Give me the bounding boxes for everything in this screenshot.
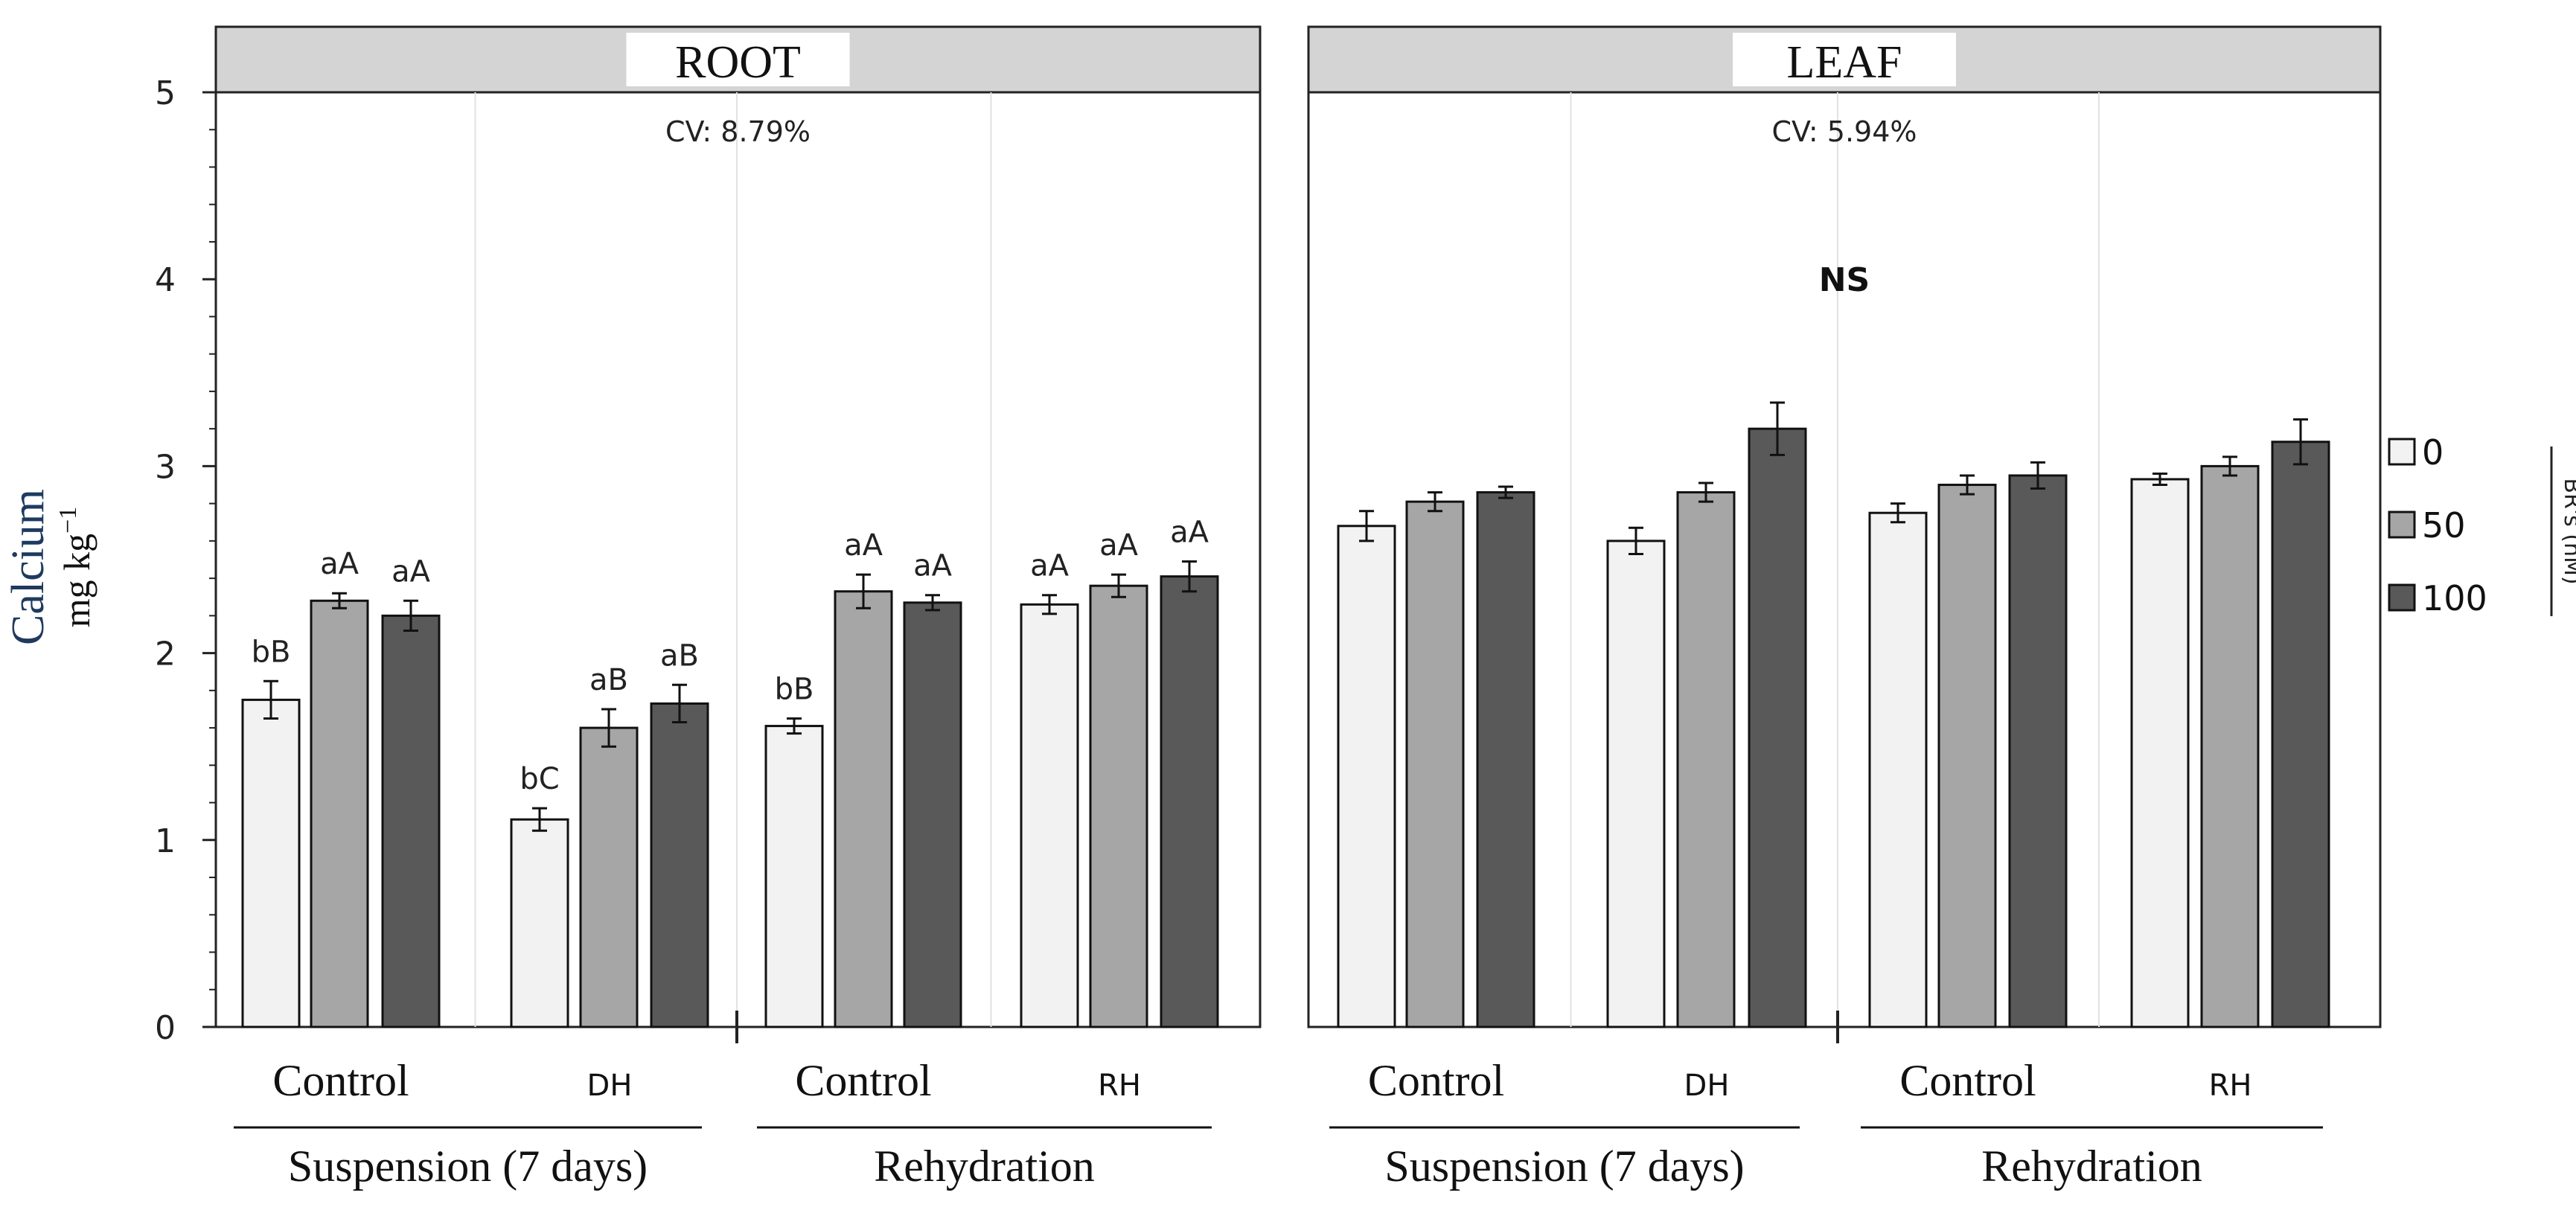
bar [1748, 427, 1807, 1028]
bar [2200, 464, 2260, 1028]
legend-item-label: 50 [2422, 505, 2466, 545]
bar [1868, 511, 1928, 1028]
plot-frame [1307, 91, 2382, 1028]
panel-title: ROOT [675, 37, 801, 88]
legend-title: BR's (nM) [2559, 478, 2576, 584]
panel-title-box [626, 33, 850, 86]
bar [2271, 441, 2330, 1028]
group-label: Control [272, 1056, 409, 1105]
panel-leaf: LEAF CV: 5.94% NS Control DH Control RH Suspens… [1307, 25, 2382, 1191]
significance-label: bB [252, 635, 291, 669]
legend-swatch [2388, 438, 2416, 466]
panel-root: ROOT CV: 8.79% bB bC bB aA aA aB aA aA aA aB aA aA Con… [214, 25, 1262, 1191]
significance-label: aA [1170, 516, 1209, 550]
group-label: Control [1899, 1056, 2036, 1105]
cv-label: CV: 8.79% [665, 115, 811, 148]
cv-label: CV: 5.94% [1771, 115, 1917, 148]
legend-swatch [2388, 583, 2416, 612]
legend-item-label: 0 [2422, 432, 2444, 473]
bar [1020, 603, 1079, 1028]
chart-panels: ROOT CV: 8.79% bB bC bB aA aA aB aA aA aA aB aA aA Con… [214, 25, 2382, 1191]
y-axis-unit: mg kg−1 [54, 507, 98, 628]
bar [1405, 500, 1465, 1028]
group-label: Control [795, 1056, 931, 1105]
panel-title: LEAF [1787, 37, 1902, 88]
significance-label: aA [391, 554, 431, 589]
legend-item-label: 100 [2422, 578, 2487, 618]
bar [903, 601, 962, 1028]
y-tick-label: 3 [155, 448, 176, 486]
ns-label: NS [1819, 261, 1870, 299]
significance-label: aA [1099, 528, 1139, 563]
bar [381, 614, 441, 1028]
significance-label: bC [520, 762, 559, 796]
y-axis: 0 1 2 3 4 5 [155, 74, 217, 1047]
bar [1476, 491, 1535, 1028]
supergroup-label: Suspension (7 days) [288, 1142, 648, 1191]
bar [1937, 484, 1997, 1028]
significance-label: aB [660, 638, 699, 673]
y-axis-unit-base: mg kg [56, 534, 98, 627]
bar [834, 590, 893, 1028]
bar [1676, 491, 1736, 1028]
bar [241, 698, 301, 1028]
bar [764, 725, 824, 1028]
significance-label: aA [320, 547, 359, 581]
supergroup-label: Suspension (7 days) [1384, 1142, 1744, 1191]
y-tick-label: 1 [155, 822, 176, 860]
y-tick-label: 2 [155, 636, 176, 673]
group-label: Control [1368, 1056, 1504, 1105]
bar [2130, 478, 2190, 1028]
y-axis-title-group: Calcium mg kg−1 [3, 489, 98, 645]
y-axis-label: Calcium [3, 489, 54, 645]
significance-label: aB [589, 663, 628, 697]
bar [1160, 575, 1219, 1028]
group-label: DH [1684, 1069, 1730, 1103]
bar [310, 599, 369, 1028]
bar [650, 702, 709, 1028]
supergroup-label: Rehydration [874, 1142, 1095, 1191]
bar [1089, 584, 1148, 1028]
legend-swatch [2388, 511, 2416, 539]
bar [579, 726, 639, 1028]
group-label: RH [2209, 1069, 2252, 1103]
significance-label: aA [844, 528, 883, 563]
significance-label: aA [913, 549, 953, 583]
legend: 0 50 100 BR's (nM) [2388, 432, 2576, 618]
y-tick-label: 0 [155, 1009, 176, 1047]
group-label: DH [587, 1069, 633, 1103]
y-tick-label: 4 [155, 261, 176, 299]
significance-label: aA [1030, 549, 1070, 583]
significance-label: bB [775, 673, 814, 707]
bar [510, 818, 569, 1028]
group-label: RH [1098, 1069, 1141, 1103]
panel-title-box [1733, 33, 1956, 86]
supergroup-label: Rehydration [1981, 1142, 2202, 1191]
y-tick-label: 5 [155, 74, 176, 112]
bar [2008, 474, 2068, 1028]
y-axis-unit-exponent: −1 [54, 507, 82, 534]
bar [1337, 525, 1396, 1028]
bar [1606, 540, 1666, 1028]
